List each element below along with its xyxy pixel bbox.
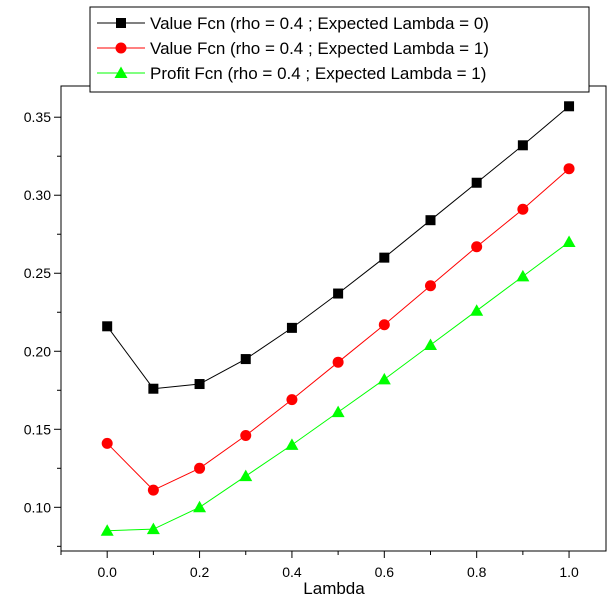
series-2	[101, 163, 575, 496]
legend-entry: Value Fcn (rho = 0.4 ; Expected Lambda =…	[97, 39, 489, 58]
data-point	[286, 322, 297, 333]
data-point	[471, 241, 483, 253]
data-point	[517, 140, 528, 151]
data-point	[193, 500, 207, 513]
data-point	[240, 354, 251, 365]
data-point	[564, 101, 575, 112]
x-tick-label: 0.0	[97, 564, 117, 580]
data-point	[471, 177, 482, 188]
plot-area	[60, 85, 607, 552]
data-point	[377, 372, 391, 385]
data-point	[331, 405, 345, 418]
x-axis-label: Lambda	[303, 579, 365, 598]
x-tick-label: 0.2	[190, 564, 210, 580]
data-point	[517, 203, 529, 215]
data-point	[425, 215, 436, 226]
y-tick-label: 0.20	[24, 343, 51, 359]
legend-marker	[115, 42, 127, 54]
series-3	[100, 235, 576, 536]
data-point	[194, 379, 205, 390]
data-point	[240, 430, 252, 442]
legend-label: Value Fcn (rho = 0.4 ; Expected Lambda =…	[150, 39, 489, 58]
data-point	[101, 437, 113, 449]
data-point	[286, 394, 298, 406]
data-point	[285, 438, 299, 450]
data-point	[562, 235, 576, 248]
data-point	[333, 288, 344, 299]
data-point	[470, 304, 484, 316]
data-point	[378, 319, 390, 331]
x-tick-label: 0.4	[282, 564, 302, 580]
legend-box	[89, 6, 590, 93]
x-tick-label: 0.6	[375, 564, 395, 580]
legend-entry: Profit Fcn (rho = 0.4 ; Expected Lambda …	[97, 64, 486, 83]
legend: Value Fcn (rho = 0.4 ; Expected Lambda =…	[89, 6, 590, 93]
legend-marker	[116, 18, 126, 28]
data-point	[100, 524, 114, 536]
axes: 0.0 0.2 0.4 0.6 0.8 1.0 0.10 0.15 0.20 0.25 0.30 0.…	[24, 109, 579, 580]
data-point	[332, 356, 344, 368]
legend-entry: Value Fcn (rho = 0.4 ; Expected Lambda =…	[97, 14, 489, 33]
y-tick-label: 0.25	[24, 265, 51, 281]
x-tick-label: 1.0	[559, 564, 579, 580]
data-point	[379, 252, 390, 263]
x-tick-label: 0.8	[467, 564, 487, 580]
y-tick-label: 0.35	[24, 109, 51, 125]
data-point	[239, 469, 253, 482]
legend-label: Profit Fcn (rho = 0.4 ; Expected Lambda …	[150, 64, 486, 83]
data-point	[102, 321, 113, 332]
data-point	[423, 338, 437, 351]
series-layer	[100, 101, 576, 536]
legend-marker	[114, 66, 128, 78]
legend-label: Value Fcn (rho = 0.4 ; Expected Lambda =…	[150, 14, 489, 33]
data-point	[146, 522, 160, 535]
data-point	[148, 383, 159, 394]
data-point	[424, 280, 436, 292]
data-point	[147, 484, 159, 496]
data-point	[516, 269, 530, 282]
data-point	[563, 163, 575, 175]
series-1	[102, 101, 575, 394]
y-tick-label: 0.15	[24, 421, 51, 437]
data-point	[194, 462, 206, 474]
y-tick-label: 0.30	[24, 187, 51, 203]
y-tick-label: 0.10	[24, 499, 51, 515]
